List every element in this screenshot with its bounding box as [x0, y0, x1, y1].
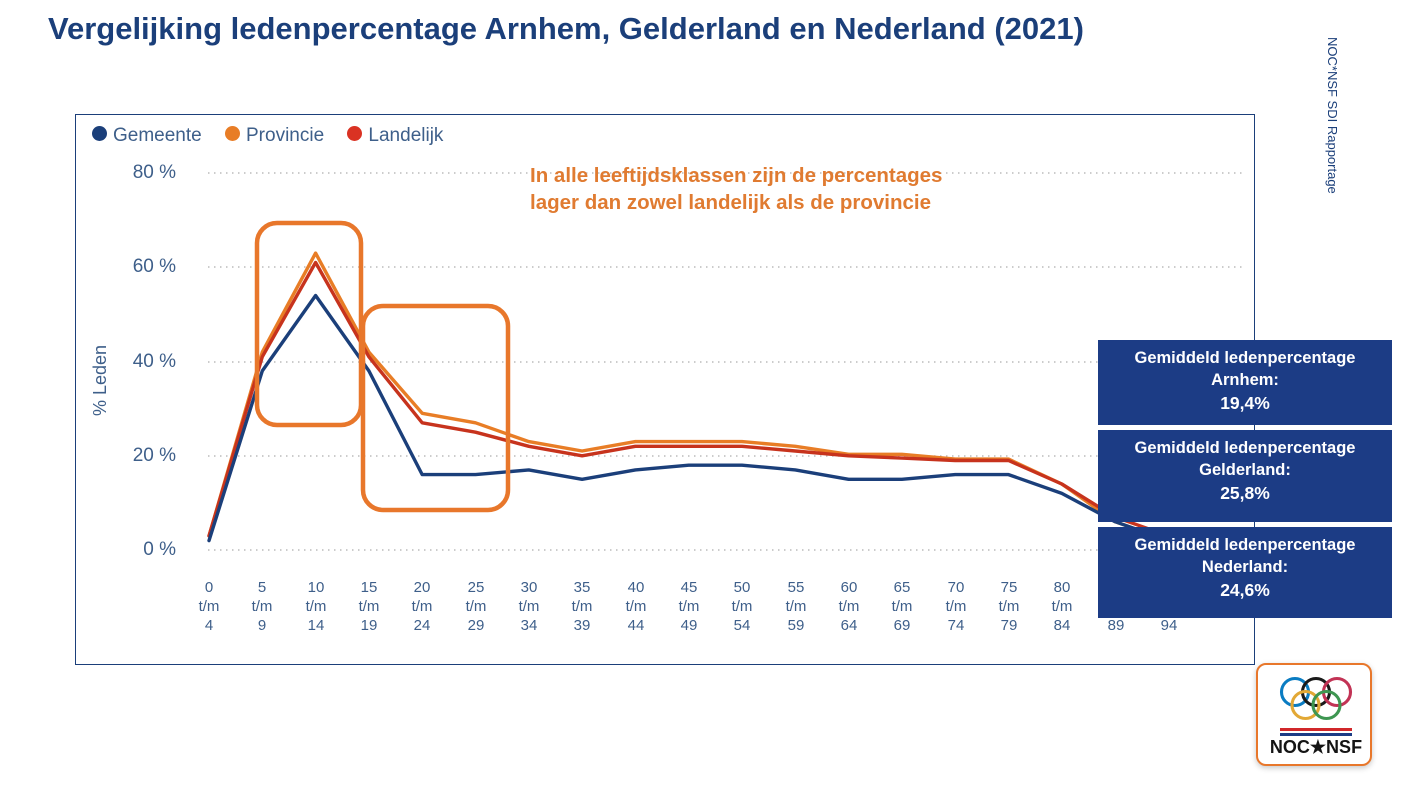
svg-text:NOC★NSF: NOC★NSF: [1270, 737, 1362, 757]
